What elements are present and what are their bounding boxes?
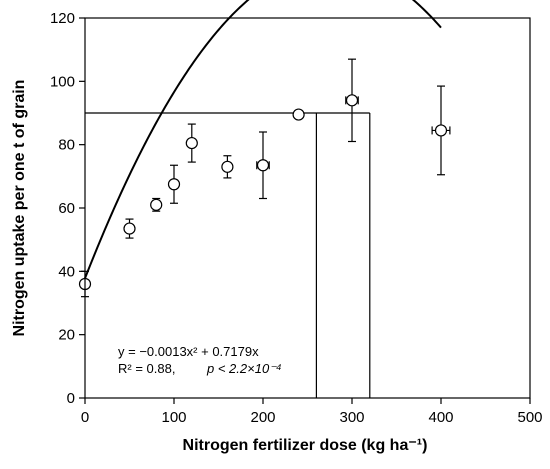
y-tick-label-0: 0	[67, 390, 75, 407]
data-point-3	[150, 198, 163, 211]
data-point-6	[221, 160, 234, 173]
plot-layer	[78, 0, 451, 398]
p-value-text: p < 2.2×10⁻⁴	[206, 361, 282, 376]
y-tick-label-80: 80	[58, 137, 75, 154]
x-axis-title: Nitrogen fertilizer dose (kg ha⁻¹)	[183, 437, 428, 454]
data-point-7	[256, 159, 270, 172]
data-point-8	[292, 108, 305, 121]
x-tick-label-300: 300	[339, 409, 364, 426]
x-tick-label-0: 0	[81, 409, 89, 426]
y-tick-label-100: 100	[50, 73, 75, 90]
y-tick-label-40: 40	[58, 263, 75, 280]
y-tick-label-60: 60	[58, 200, 75, 217]
equation-text: y = −0.0013x² + 0.7179x	[118, 344, 259, 359]
y-tick-label-20: 20	[58, 327, 75, 344]
fit-curve	[84, 0, 442, 279]
x-tick-label-100: 100	[161, 409, 186, 426]
data-point-2	[123, 222, 136, 235]
r-squared-text: R² = 0.88,	[118, 361, 175, 376]
y-axis-title: Nitrogen uptake per one t of grain	[11, 80, 28, 337]
x-tick-label-400: 400	[428, 409, 453, 426]
x-tick-label-200: 200	[250, 409, 275, 426]
data-point-4	[167, 178, 181, 191]
data-point-9	[345, 94, 359, 107]
data-point-5	[185, 136, 198, 150]
data-point-10	[434, 124, 448, 137]
y-tick-label-120: 120	[50, 10, 75, 27]
x-tick-label-500: 500	[517, 409, 542, 426]
axis-layer: 0 100 200 300 400 500 0 20 40 60 80 100 120	[50, 10, 543, 426]
